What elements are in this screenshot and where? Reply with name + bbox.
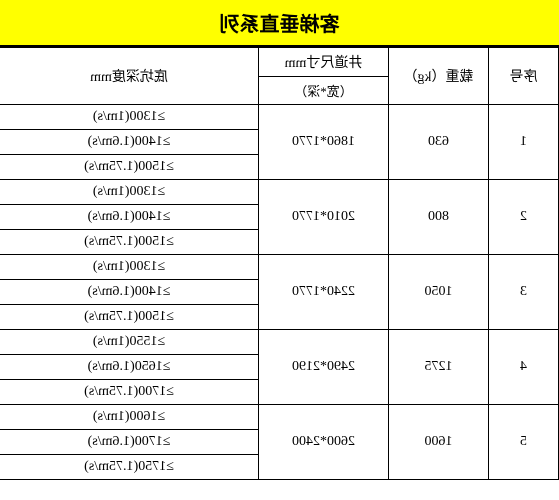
cell-load: 1275 <box>389 330 489 405</box>
cell-depth: ≥1500(1.75m/s) <box>0 230 259 255</box>
cell-shaft: 2010*1770 <box>259 180 389 255</box>
cell-seq: 4 <box>489 330 559 405</box>
cell-load: 1050 <box>389 255 489 330</box>
header-shaft-sub: （宽*深） <box>259 77 389 105</box>
header-depth: 底坑深度mm <box>0 48 259 105</box>
cell-shaft: 2600*2400 <box>259 405 389 480</box>
cell-depth: ≥1300(1m/s) <box>0 105 259 130</box>
cell-depth: ≥1300(1m/s) <box>0 255 259 280</box>
cell-depth: ≥1750(1.75m/s) <box>0 455 259 480</box>
cell-load: 1600 <box>389 405 489 480</box>
cell-seq: 2 <box>489 180 559 255</box>
cell-shaft: 1860*1770 <box>259 105 389 180</box>
cell-depth: ≥1600(1m/s) <box>0 405 259 430</box>
cell-load: 800 <box>389 180 489 255</box>
cell-seq: 3 <box>489 255 559 330</box>
table-title: 客梯垂直系列 <box>0 0 559 47</box>
cell-shaft: 2490*2190 <box>259 330 389 405</box>
cell-depth: ≥1300(1m/s) <box>0 180 259 205</box>
table-row: 310502240*1770≥1300(1m/s) <box>0 255 559 280</box>
cell-shaft: 2240*1770 <box>259 255 389 330</box>
cell-load: 630 <box>389 105 489 180</box>
table-row: 16301860*1770≥1300(1m/s) <box>0 105 559 130</box>
cell-depth: ≥1500(1.75m/s) <box>0 305 259 330</box>
table-row: 28002010*1770≥1300(1m/s) <box>0 180 559 205</box>
cell-seq: 5 <box>489 405 559 480</box>
cell-depth: ≥1400(1.6m/s) <box>0 130 259 155</box>
spec-table: 序号 载重（kg） 井道尺寸mm 底坑深度mm （宽*深） 16301860*1… <box>0 47 559 480</box>
cell-depth: ≥1700(1.6m/s) <box>0 430 259 455</box>
cell-depth: ≥1400(1.6m/s) <box>0 205 259 230</box>
cell-depth: ≥1700(1.75m/s) <box>0 380 259 405</box>
header-load: 载重（kg） <box>389 48 489 105</box>
header-seq: 序号 <box>489 48 559 105</box>
cell-depth: ≥1650(1.6m/s) <box>0 355 259 380</box>
table-row: 516002600*2400≥1600(1m/s) <box>0 405 559 430</box>
cell-depth: ≥1500(1.75m/s) <box>0 155 259 180</box>
cell-depth: ≥1400(1.6m/s) <box>0 280 259 305</box>
table-row: 412752490*2190≥1550(1m/s) <box>0 330 559 355</box>
cell-depth: ≥1550(1m/s) <box>0 330 259 355</box>
header-shaft: 井道尺寸mm <box>259 48 389 77</box>
cell-seq: 1 <box>489 105 559 180</box>
